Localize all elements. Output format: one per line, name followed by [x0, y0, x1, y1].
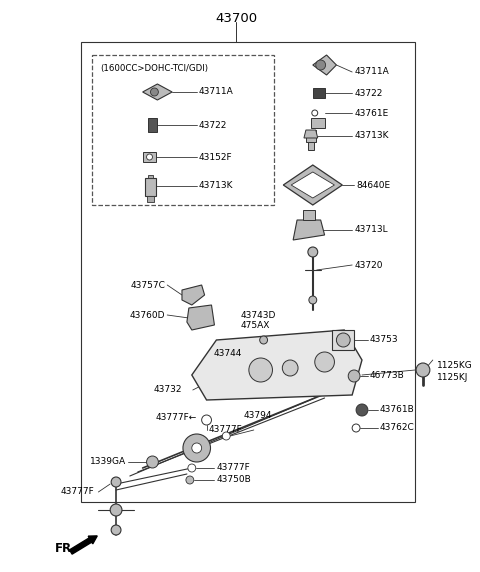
Circle shape [183, 434, 211, 462]
Polygon shape [192, 330, 362, 400]
Circle shape [146, 456, 158, 468]
Text: 1339GA: 1339GA [90, 458, 126, 467]
Bar [313, 88, 324, 98]
Circle shape [356, 404, 368, 416]
Circle shape [151, 88, 158, 96]
Text: 43152F: 43152F [199, 153, 232, 161]
Text: 43794: 43794 [244, 411, 273, 419]
Circle shape [222, 432, 230, 440]
Text: 43700: 43700 [215, 11, 257, 25]
Circle shape [249, 358, 273, 382]
Text: 1125KG: 1125KG [437, 362, 472, 371]
FancyArrow shape [70, 536, 97, 554]
Text: 43777F: 43777F [60, 487, 95, 496]
Bar [143, 152, 156, 162]
Text: 43760D: 43760D [130, 311, 165, 320]
Circle shape [260, 336, 267, 344]
Bar [333, 330, 354, 350]
Circle shape [282, 360, 298, 376]
Bar [306, 130, 316, 142]
Bar [147, 175, 154, 178]
Bar [144, 178, 156, 196]
Circle shape [192, 443, 202, 453]
Text: 43713K: 43713K [354, 132, 389, 141]
Text: (1600CC>DOHC-TCI/GDI): (1600CC>DOHC-TCI/GDI) [100, 63, 208, 73]
Polygon shape [187, 305, 215, 330]
Polygon shape [182, 285, 204, 305]
Text: 43711A: 43711A [354, 67, 389, 77]
Text: 43722: 43722 [354, 89, 383, 97]
Text: FR.: FR. [55, 542, 77, 554]
Text: 43777F←: 43777F← [156, 414, 197, 423]
Text: 1125KJ: 1125KJ [437, 374, 468, 383]
Circle shape [348, 370, 360, 382]
Circle shape [202, 415, 212, 425]
Text: 43757C: 43757C [131, 280, 165, 289]
Text: 43711A: 43711A [199, 88, 233, 97]
Text: 46773B: 46773B [370, 371, 405, 380]
Circle shape [146, 154, 153, 160]
Bar [303, 210, 315, 220]
Circle shape [336, 333, 350, 347]
Text: 43753: 43753 [370, 336, 398, 344]
Text: 43743D: 43743D [241, 311, 276, 320]
Text: 43732: 43732 [154, 386, 182, 395]
Bar [147, 118, 157, 132]
Circle shape [188, 464, 196, 472]
Circle shape [416, 363, 430, 377]
Circle shape [352, 424, 360, 432]
Circle shape [309, 296, 317, 304]
Polygon shape [293, 220, 324, 240]
Text: 43762C: 43762C [380, 423, 414, 432]
Circle shape [111, 525, 121, 535]
Polygon shape [304, 130, 318, 138]
Text: 43713K: 43713K [199, 181, 233, 190]
Text: 475AX: 475AX [241, 321, 270, 331]
Circle shape [110, 504, 122, 516]
Circle shape [111, 477, 121, 487]
Circle shape [308, 247, 318, 257]
Circle shape [316, 60, 325, 70]
Text: 43722: 43722 [199, 121, 227, 129]
Text: 43713L: 43713L [354, 225, 388, 235]
Text: 43750B: 43750B [216, 475, 251, 484]
Bar [81, 42, 415, 502]
Bar [308, 142, 314, 150]
Text: 43720: 43720 [354, 260, 383, 269]
Circle shape [312, 110, 318, 116]
Text: 43777F: 43777F [208, 426, 242, 435]
Text: 84640E: 84640E [356, 181, 390, 189]
Bar [146, 196, 155, 202]
Text: 43777F: 43777F [216, 463, 250, 472]
Text: 43761E: 43761E [354, 109, 388, 117]
Circle shape [315, 352, 335, 372]
Text: 43744: 43744 [214, 349, 242, 359]
Circle shape [186, 476, 194, 484]
Polygon shape [313, 55, 336, 75]
Polygon shape [283, 165, 342, 205]
Bar [311, 118, 324, 128]
Text: 43761B: 43761B [380, 406, 414, 415]
Polygon shape [143, 84, 172, 100]
Polygon shape [291, 172, 335, 198]
